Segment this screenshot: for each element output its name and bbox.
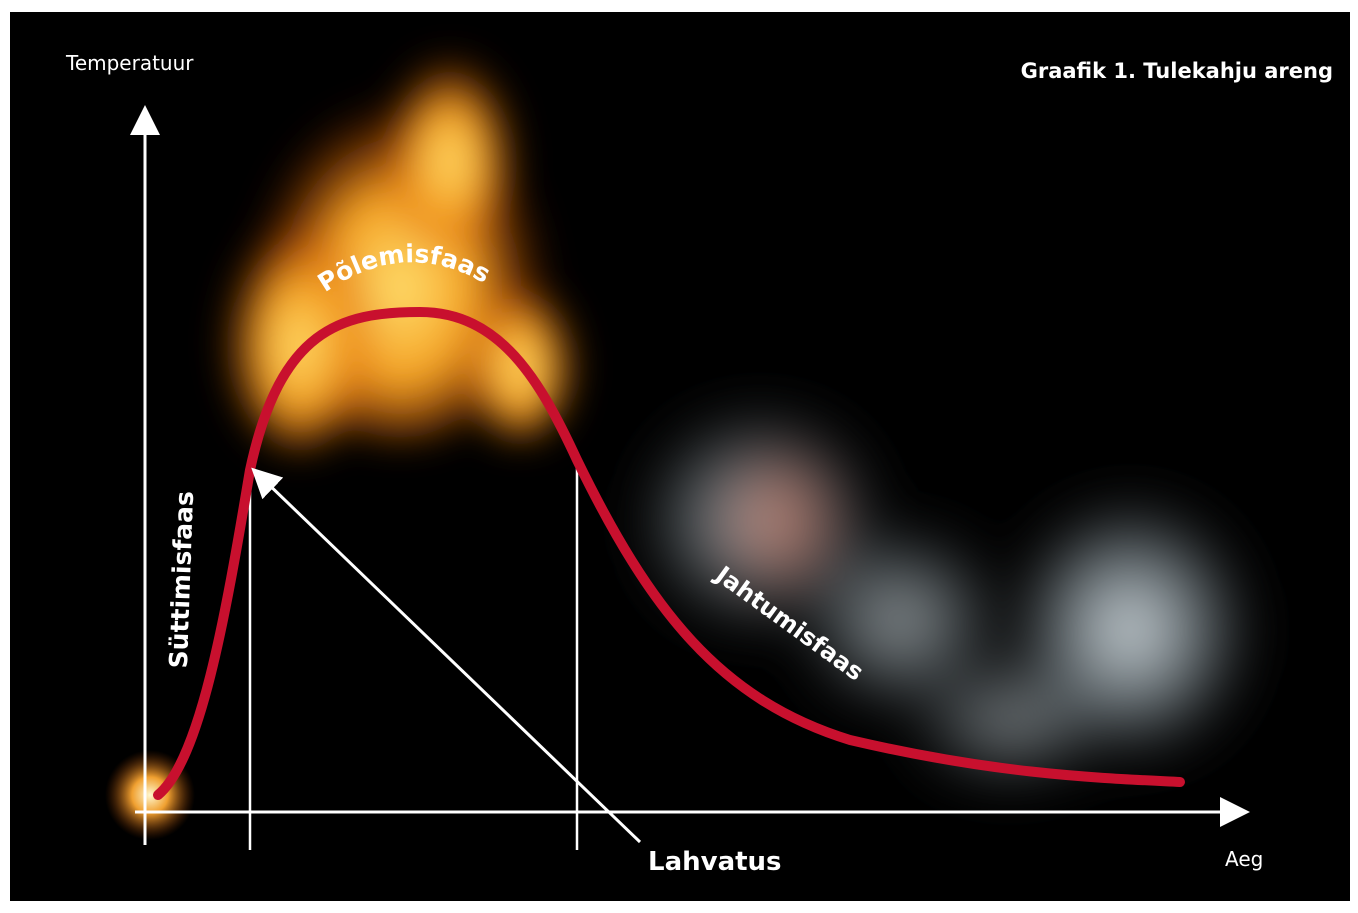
x-axis-label: Aeg bbox=[1225, 847, 1263, 871]
y-axis-label: Temperatuur bbox=[65, 51, 194, 75]
annotation-arrow bbox=[251, 467, 642, 844]
temperature-curve bbox=[153, 306, 1185, 800]
flames bbox=[220, 30, 580, 450]
title: Graafik 1. Tulekahju areng bbox=[1021, 59, 1333, 83]
annotation: Lahvatus bbox=[648, 847, 782, 877]
phase-label: Süttimisfaas bbox=[164, 491, 199, 669]
smoke bbox=[630, 400, 1260, 790]
